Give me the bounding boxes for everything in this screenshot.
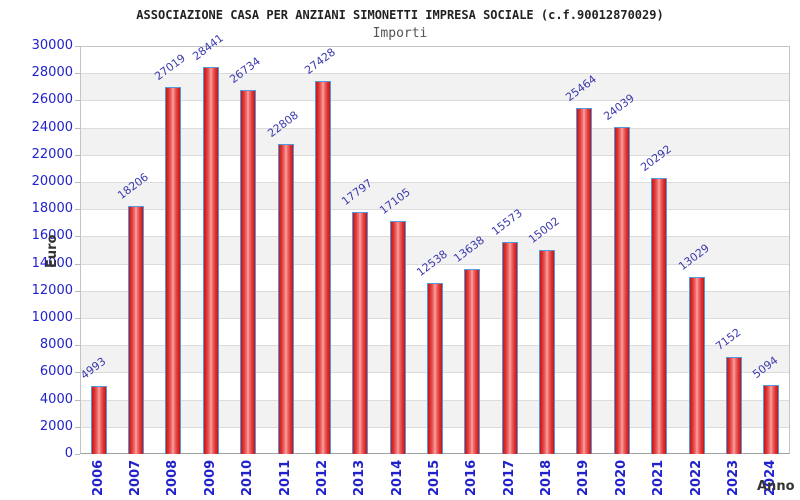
bar [165, 86, 182, 454]
y-tick-label: 6000 [39, 364, 73, 380]
plot-band [80, 209, 790, 237]
y-tick-mark [75, 209, 80, 211]
y-tick-label: 28000 [31, 65, 73, 81]
y-tick-mark [75, 154, 80, 156]
y-tick-label: 22000 [31, 146, 73, 162]
plot-band [80, 100, 790, 128]
gridline [80, 236, 790, 238]
y-tick-label: 0 [64, 446, 73, 461]
x-tick-label: 2022 [688, 459, 704, 496]
y-tick-mark [75, 345, 80, 347]
y-tick-label: 18000 [31, 201, 73, 217]
chart-subtitle: Importi [372, 26, 428, 41]
bar [613, 127, 630, 454]
y-tick-mark [75, 46, 80, 47]
x-tick-label: 2020 [613, 459, 629, 496]
x-tick-label: 2008 [165, 459, 181, 496]
x-tick-label: 2019 [576, 459, 592, 496]
bar [688, 276, 705, 454]
gridline [80, 127, 790, 129]
y-tick-mark [75, 127, 80, 129]
y-tick-label: 16000 [31, 228, 73, 244]
plot-band [80, 46, 790, 74]
bar [314, 80, 331, 454]
y-tick-label: 12000 [31, 282, 73, 298]
bar [277, 143, 294, 454]
bar [501, 242, 518, 454]
bar [389, 221, 406, 454]
bar [651, 178, 668, 454]
bar [725, 356, 742, 454]
y-tick-mark [75, 426, 80, 428]
gridline [80, 209, 790, 211]
x-tick-label: 2011 [277, 459, 293, 496]
x-tick-label: 2017 [501, 459, 517, 496]
x-tick-label: 2007 [128, 459, 144, 496]
bar [464, 268, 481, 454]
x-tick-label: 2015 [427, 459, 442, 496]
gridline [80, 100, 790, 102]
y-tick-mark [75, 372, 80, 374]
bar [352, 211, 369, 454]
y-axis-title: Euro [45, 234, 60, 268]
bar [539, 249, 556, 454]
y-tick-mark [75, 182, 80, 183]
x-tick-label: 2013 [352, 459, 368, 496]
y-tick-mark [75, 263, 80, 265]
bar [202, 67, 219, 454]
bar [576, 107, 593, 454]
y-tick-label: 24000 [31, 119, 73, 135]
y-tick-label: 2000 [39, 418, 73, 434]
x-axis-title: Anno [757, 479, 795, 494]
y-tick-mark [75, 290, 80, 292]
x-tick-label: 2023 [725, 459, 741, 496]
plot-band [80, 127, 790, 155]
bar [763, 384, 780, 454]
y-tick-mark [75, 399, 80, 401]
gridline [80, 154, 790, 156]
x-tick-label: 2021 [651, 459, 667, 496]
plot-band [80, 182, 790, 210]
bar [128, 206, 145, 454]
x-tick-label: 2018 [539, 459, 555, 496]
x-tick-label: 2014 [389, 459, 405, 496]
gridline [80, 263, 790, 265]
bar [90, 386, 107, 454]
plot-band [80, 73, 790, 101]
plot-band [80, 236, 790, 264]
chart-title: ASSOCIAZIONE CASA PER ANZIANI SIMONETTI … [136, 8, 664, 22]
gridline [80, 182, 790, 183]
y-tick-mark [75, 236, 80, 238]
y-tick-label: 20000 [31, 174, 73, 189]
x-tick-label: 2016 [464, 459, 480, 496]
y-tick-mark [75, 73, 80, 75]
y-tick-label: 14000 [31, 255, 73, 271]
y-tick-label: 30000 [31, 38, 73, 53]
y-tick-label: 4000 [39, 391, 73, 407]
y-tick-label: 8000 [39, 337, 73, 353]
y-tick-label: 26000 [31, 92, 73, 108]
x-tick-label: 2009 [202, 459, 218, 496]
y-tick-mark [75, 454, 80, 455]
bar [240, 90, 257, 454]
gridline [80, 73, 790, 75]
y-tick-mark [75, 100, 80, 102]
y-tick-mark [75, 318, 80, 319]
plot-band [80, 154, 790, 182]
x-tick-label: 2012 [314, 459, 330, 496]
x-tick-label: 2006 [90, 459, 106, 496]
bar [427, 283, 443, 454]
x-tick-label: 2010 [240, 459, 256, 496]
y-tick-label: 10000 [31, 310, 73, 325]
